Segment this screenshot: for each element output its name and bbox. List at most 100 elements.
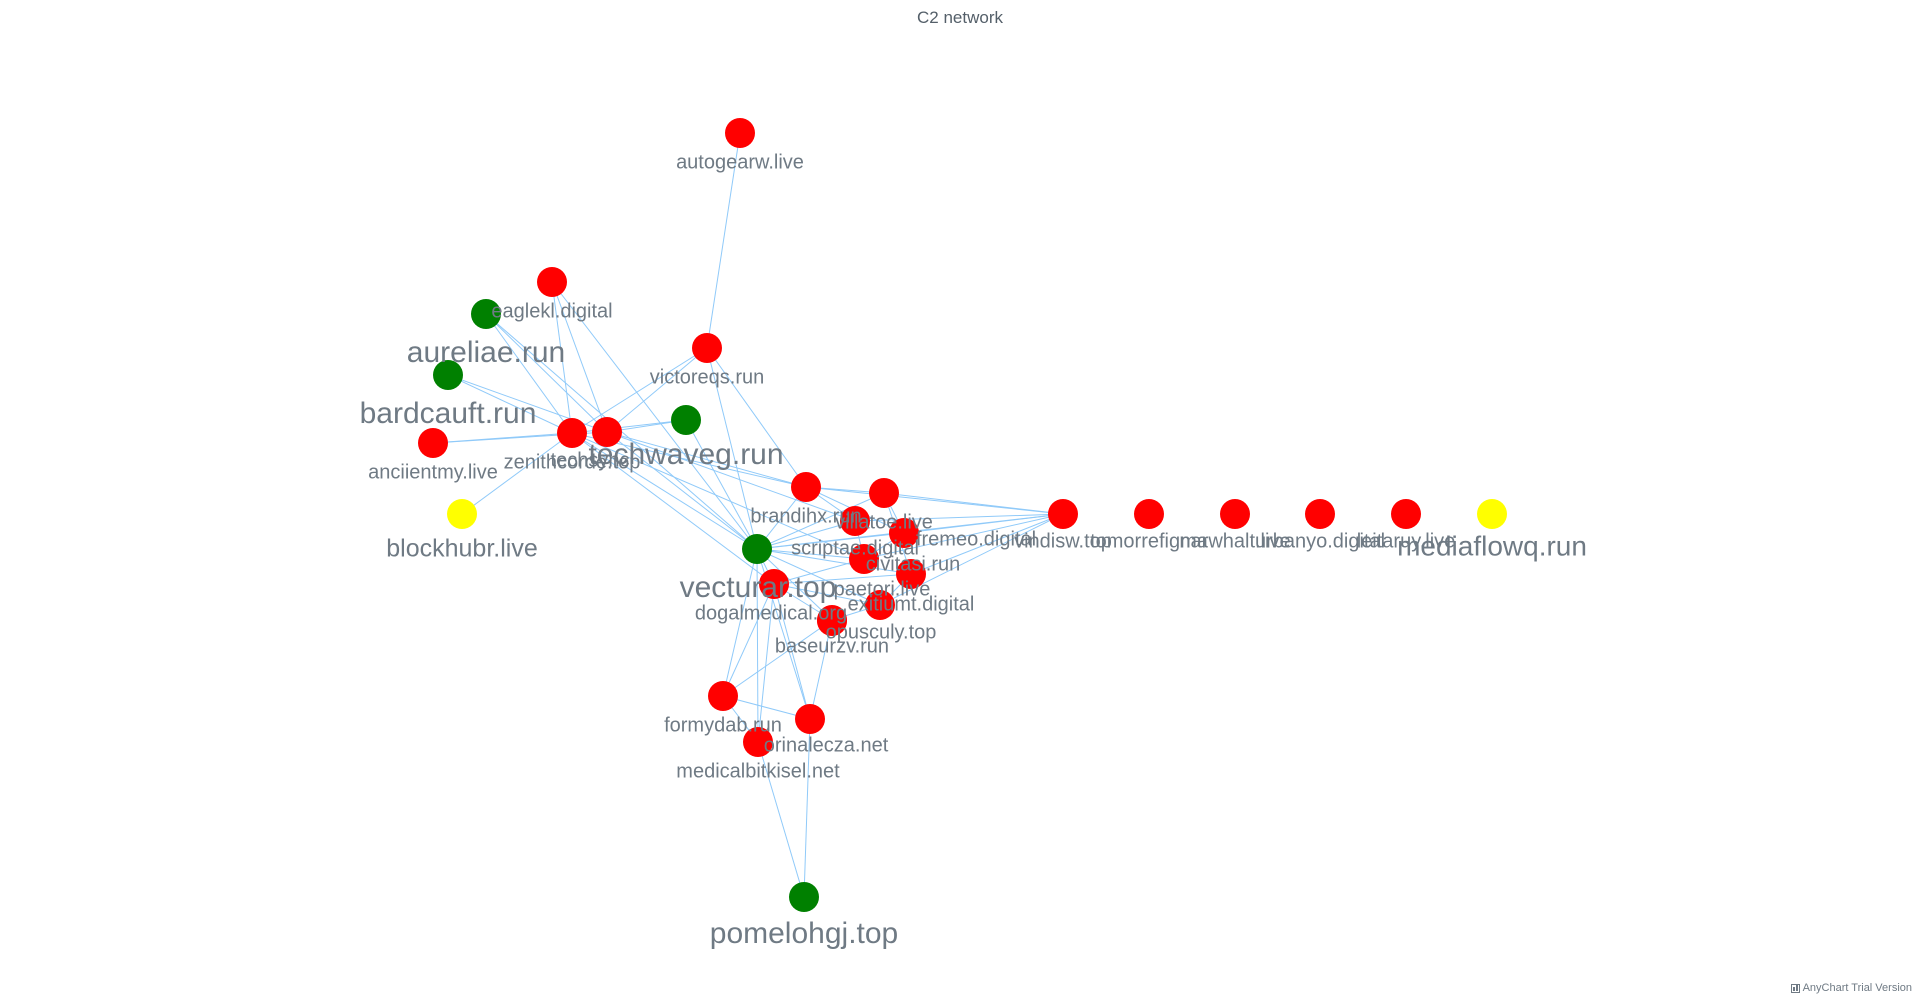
- edge: [722, 548, 758, 697]
- edge: [722, 583, 775, 697]
- edge: [432, 432, 573, 444]
- node-label: civitasi.run: [866, 553, 960, 575]
- node-label: aureliae.run: [407, 336, 565, 369]
- edge: [551, 281, 758, 550]
- node-label: techsync: [551, 449, 630, 471]
- node-label: narwhalt.live: [1179, 530, 1290, 552]
- edge: [706, 347, 807, 488]
- chart-icon: [1790, 983, 1800, 993]
- edge: [606, 431, 807, 488]
- node-vecturar.top[interactable]: [742, 534, 772, 564]
- edge: [756, 548, 833, 621]
- edge: [805, 486, 1064, 515]
- node-narwhalt.live[interactable]: [1220, 499, 1250, 529]
- node-brandihx.run[interactable]: [791, 472, 821, 502]
- node-techwaveg.run[interactable]: [671, 405, 701, 435]
- node-vindisw.top[interactable]: [1048, 499, 1078, 529]
- node-label: autogearw.live: [676, 151, 804, 173]
- edge: [756, 548, 881, 606]
- edge: [706, 347, 758, 550]
- node-orinalecza.net[interactable]: [795, 704, 825, 734]
- edge: [551, 281, 608, 433]
- node-medicalbitkisel.net[interactable]: [743, 727, 773, 757]
- edge: [685, 419, 758, 550]
- edge: [571, 432, 775, 585]
- edge: [756, 548, 912, 575]
- edge: [706, 132, 741, 349]
- node-label: formydab.run: [664, 714, 782, 736]
- node-exitiumt.digital[interactable]: [865, 590, 895, 620]
- anychart-credit[interactable]: AnyChart Trial Version: [1790, 982, 1912, 994]
- edge: [571, 432, 758, 550]
- node-villatoe.live[interactable]: [869, 478, 899, 508]
- node-label: scriptae.digital: [791, 537, 919, 559]
- edge: [863, 513, 1064, 560]
- node-formydab.run[interactable]: [708, 681, 738, 711]
- node-label: zenithcorde.top: [504, 451, 641, 473]
- node-baseurzv.run[interactable]: [817, 606, 847, 636]
- node-anciientmy.live[interactable]: [418, 428, 448, 458]
- edge: [756, 548, 759, 743]
- node-label: brandihx.run: [750, 505, 861, 527]
- node-label: fremeo.digital: [916, 528, 1036, 550]
- edge: [756, 492, 885, 550]
- node-pomelohgj.top[interactable]: [789, 882, 819, 912]
- credit-text: AnyChart Trial Version: [1802, 982, 1912, 994]
- node-zenithcorde.top[interactable]: [557, 418, 587, 448]
- node-victoreqs.run[interactable]: [692, 333, 722, 363]
- node-label: urbanyo.digital: [1255, 530, 1385, 552]
- edge: [809, 619, 833, 720]
- node-label: medicalbitkisel.net: [676, 760, 840, 782]
- node-urbanyo.digital[interactable]: [1305, 499, 1335, 529]
- node-dogalmedical.org[interactable]: [759, 569, 789, 599]
- edge: [551, 281, 573, 434]
- node-label: pomelohgj.top: [710, 917, 898, 950]
- node-label: blockhubr.live: [386, 535, 537, 563]
- node-label: techwaveg.run: [588, 438, 783, 471]
- edge: [879, 513, 1064, 606]
- node-label: tomorrefigma: [1090, 530, 1209, 552]
- edge: [756, 548, 865, 560]
- node-label: anciientmy.live: [368, 461, 498, 483]
- node-autogearw.live[interactable]: [725, 118, 755, 148]
- node-label: opusculy.top: [826, 621, 937, 643]
- node-label: bardcauft.run: [360, 397, 537, 430]
- node-fremeo.digital[interactable]: [889, 518, 919, 548]
- node-label: leitaruy.live: [1357, 530, 1456, 552]
- node-label: eaglekl.digital: [491, 300, 612, 322]
- edge: [485, 313, 573, 434]
- node-bardcauft.run[interactable]: [433, 360, 463, 390]
- node-techsync[interactable]: [592, 417, 622, 447]
- edge: [773, 583, 881, 606]
- node-label: exitiumt.digital: [848, 593, 975, 615]
- node-label: orinalecza.net: [764, 734, 889, 756]
- edge: [461, 432, 573, 515]
- edges-layer: [432, 132, 1064, 898]
- node-label: villatoe.live: [835, 511, 933, 533]
- node-tomorrefigma[interactable]: [1134, 499, 1164, 529]
- node-civitasi.run[interactable]: [849, 544, 879, 574]
- node-mediaflowq.run[interactable]: [1477, 499, 1507, 529]
- node-leitaruy.live[interactable]: [1391, 499, 1421, 529]
- edge: [606, 431, 758, 550]
- node-label: mediaflowq.run: [1397, 530, 1587, 561]
- node-paetori.live[interactable]: [896, 559, 926, 589]
- node-aureliae.run[interactable]: [471, 299, 501, 329]
- edge: [757, 741, 805, 898]
- node-label: paetori.live: [834, 578, 931, 600]
- edge: [773, 583, 811, 720]
- node-blockhubr.live[interactable]: [447, 499, 477, 529]
- edge: [756, 520, 856, 550]
- node-eaglekl.digital[interactable]: [537, 267, 567, 297]
- edge: [910, 513, 1064, 575]
- node-label: vindisw.top: [1014, 530, 1112, 552]
- node-label: baseurzv.run: [775, 635, 889, 657]
- node-scriptae.digital[interactable]: [840, 506, 870, 536]
- edge: [773, 573, 912, 585]
- edge: [571, 419, 687, 434]
- node-label: victoreqs.run: [650, 366, 765, 388]
- nodes-layer[interactable]: [418, 118, 1507, 912]
- edge: [571, 347, 708, 434]
- node-label: dogalmedical.org: [695, 602, 847, 624]
